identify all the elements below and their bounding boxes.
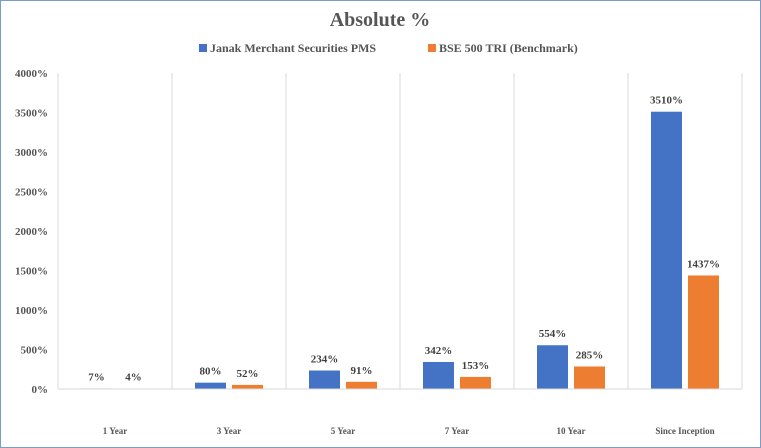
category-label: 1 Year [103,426,127,436]
data-label-pms: 3510% [650,95,683,107]
legend-label-benchmark: BSE 500 TRI (Benchmark) [439,41,578,55]
bar-benchmark [232,384,263,389]
y-tick-label: 1000% [15,305,48,317]
y-tick-label: 2000% [15,226,48,238]
bar-pms [195,382,226,389]
legend: Janak Merchant Securities PMS BSE 500 TR… [199,41,578,55]
category-label: 10 Year [557,426,586,436]
data-label-benchmark: 91% [351,365,373,377]
bar-pms [423,361,454,389]
data-label-pms: 7% [88,371,105,383]
bar-pms [651,111,682,390]
legend-label-pms: Janak Merchant Securities PMS [210,41,376,55]
data-label-pms: 80% [200,366,222,378]
legend-swatch-benchmark [428,44,436,52]
category-label: Since Inception [655,426,714,436]
data-label-benchmark: 1437% [687,258,720,270]
chart-title: Absolute % [330,9,431,31]
data-label-pms: 234% [311,354,339,366]
data-label-benchmark: 4% [125,372,142,384]
legend-swatch-pms [199,44,207,52]
y-tick-label: 500% [21,345,49,357]
bar-benchmark [688,275,719,389]
category-label: 5 Year [331,426,355,436]
bar-benchmark [574,366,605,389]
plot-area: 0% 500% 1000% 1500% 2000% 2500% 3000% 3500% 4000… [15,68,743,436]
y-tick-label: 1500% [15,266,48,278]
data-label-benchmark: 153% [462,360,490,372]
bar-benchmark [460,376,491,389]
y-tick-label: 0% [32,384,49,396]
bar-pms [537,345,568,389]
bar-pms [309,370,340,389]
y-tick-label: 3000% [15,147,48,159]
category-label: 3 Year [217,426,241,436]
data-label-benchmark: 285% [576,349,604,361]
data-label-pms: 554% [539,328,567,340]
category-label: 7 Year [445,426,469,436]
y-tick-label: 2500% [15,187,48,199]
y-tick-label: 3500% [15,108,48,120]
data-label-pms: 342% [425,345,453,357]
data-label-benchmark: 52% [237,368,259,380]
y-tick-label: 4000% [15,68,48,80]
bar-benchmark [346,381,377,389]
